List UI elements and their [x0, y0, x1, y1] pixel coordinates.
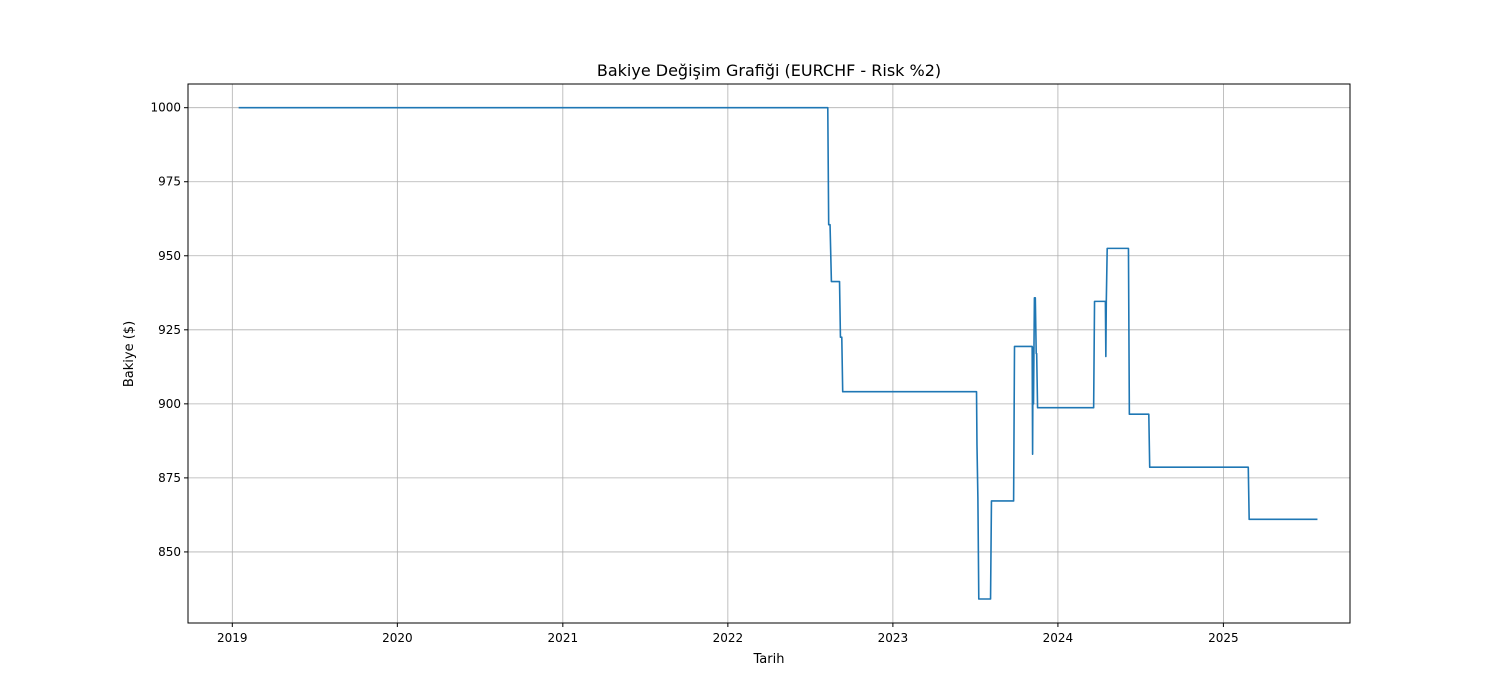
y-tick-label: 850: [158, 545, 181, 559]
y-tick-label: 875: [158, 471, 181, 485]
y-axis-label: Bakiye ($): [122, 321, 137, 387]
x-tick-label: 2023: [878, 631, 909, 645]
y-tick-label: 1000: [150, 101, 181, 115]
x-tick-label: 2021: [548, 631, 579, 645]
x-tick-label: 2020: [382, 631, 413, 645]
line-series: [238, 106, 1318, 600]
x-tick-label: 2022: [713, 631, 744, 645]
y-tick-label: 925: [158, 323, 181, 337]
balance-line: [238, 106, 1318, 600]
y-tick-label: 950: [158, 249, 181, 263]
ticks: 2019 2020 2021 2022 2023 2024 2025 850 875 900 925…: [150, 101, 1238, 645]
x-tick-label: 2024: [1043, 631, 1074, 645]
y-tick-label: 975: [158, 175, 181, 189]
x-tick-label: 2019: [217, 631, 248, 645]
y-tick-label: 900: [158, 397, 181, 411]
x-axis-label: Tarih: [753, 652, 785, 667]
chart-title: Bakiye Değişim Grafiği (EURCHF - Risk %2…: [597, 61, 941, 80]
x-tick-label: 2025: [1208, 631, 1239, 645]
plot-frame: [187, 83, 1351, 624]
grid: [188, 84, 1350, 623]
